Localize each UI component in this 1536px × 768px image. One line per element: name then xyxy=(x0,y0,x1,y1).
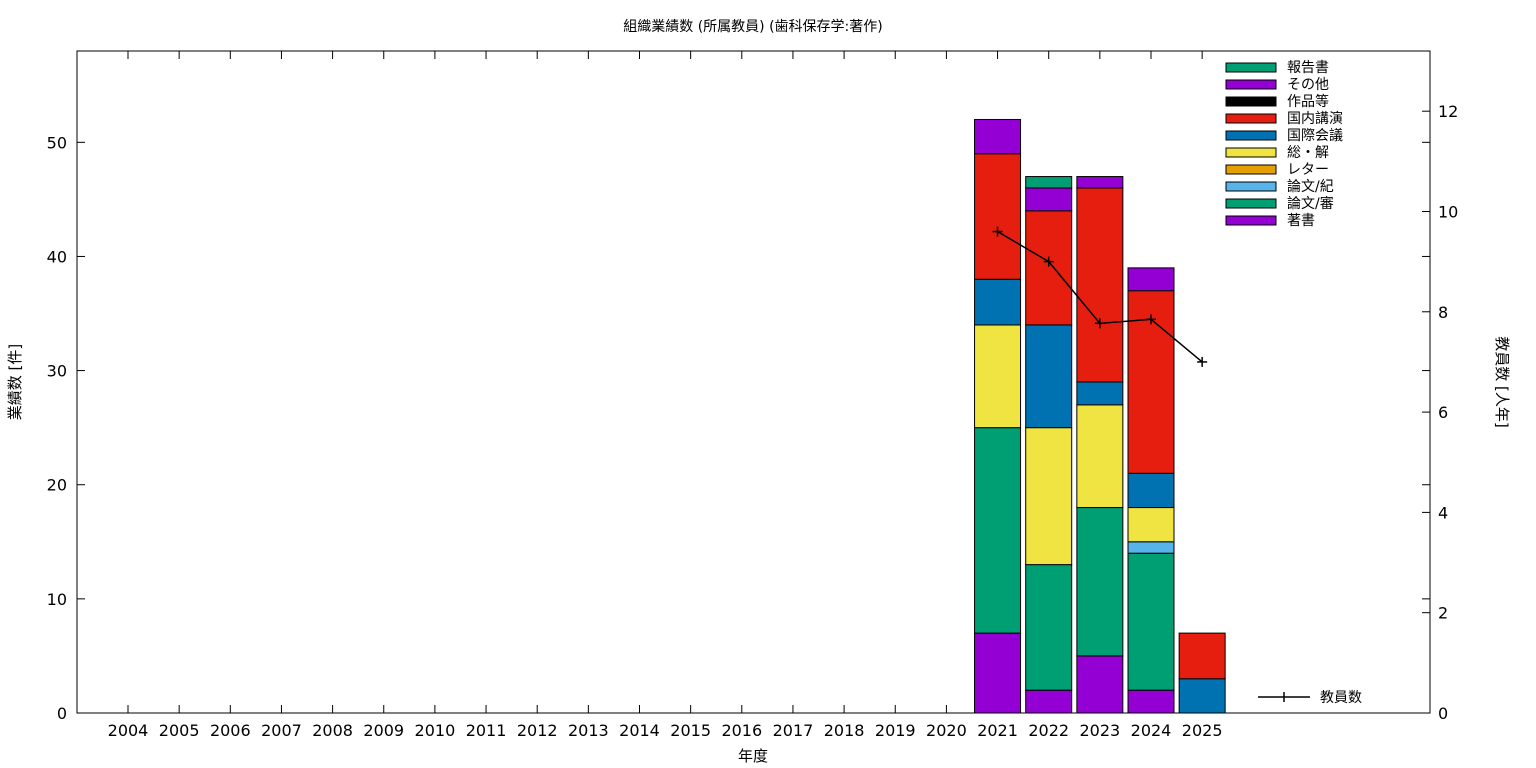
bar-segment xyxy=(1127,552,1175,691)
legend-swatch xyxy=(1225,164,1277,175)
bar-segment xyxy=(1025,176,1073,189)
legend-label: 国際会議 xyxy=(1287,127,1343,144)
y-tick-label: 50 xyxy=(47,133,67,152)
bar-segment xyxy=(1076,381,1124,406)
x-tick-label: 2009 xyxy=(363,721,404,740)
plot-frame xyxy=(76,50,1431,714)
x-tick-label: 2004 xyxy=(108,721,149,740)
bar-segment xyxy=(1076,507,1124,657)
x-tick-label: 2007 xyxy=(261,721,302,740)
chart-title: 組織業績数 (所属教員) (歯科保存学:著作) xyxy=(623,19,882,35)
y2-tick-label: 2 xyxy=(1438,604,1448,623)
x-tick-label: 2010 xyxy=(415,721,456,740)
x-tick-label: 2012 xyxy=(517,721,558,740)
legend-label: 著書 xyxy=(1287,213,1315,229)
bars xyxy=(974,118,1226,714)
y-tick-label: 0 xyxy=(57,704,67,723)
x-tick-label: 2015 xyxy=(670,721,711,740)
bar-segment xyxy=(1127,541,1175,554)
bar-segment xyxy=(1178,632,1226,680)
x-tick-label: 2019 xyxy=(875,721,916,740)
bar-segment xyxy=(1127,472,1175,509)
bar-segment xyxy=(974,324,1022,429)
x-tick-label: 2021 xyxy=(977,721,1018,740)
legend-swatch xyxy=(1225,215,1277,226)
y-tick-label: 40 xyxy=(47,247,67,266)
x-tick-label: 2025 xyxy=(1182,721,1223,740)
bar-segment xyxy=(1025,324,1073,429)
faculty-point xyxy=(1197,356,1208,367)
legend-line-label: 教員数 xyxy=(1320,690,1362,706)
faculty-point xyxy=(1043,256,1054,267)
bar-segment xyxy=(974,278,1022,326)
legend-swatch xyxy=(1225,130,1277,141)
legend-label: 作品等 xyxy=(1287,93,1329,110)
legend-label: 論文/紀 xyxy=(1287,179,1334,195)
legend-label: レター xyxy=(1287,162,1329,178)
legend-swatch xyxy=(1225,181,1277,192)
bar-segment xyxy=(974,118,1022,155)
bar-segment xyxy=(1076,187,1124,383)
legend-swatch xyxy=(1225,62,1277,73)
x-tick-label: 2023 xyxy=(1079,721,1120,740)
x-axis-label: 年度 xyxy=(738,747,768,765)
bar-segment xyxy=(1076,404,1124,509)
legend-label: その他 xyxy=(1287,77,1329,93)
bar-segment xyxy=(1025,210,1073,326)
y-tick-label: 20 xyxy=(47,476,67,495)
legend-label: 報告書 xyxy=(1287,60,1329,76)
y2-axis-label: 教員数 [人年] xyxy=(1493,336,1511,427)
bar-segment xyxy=(1076,655,1124,714)
y2-tick-label: 8 xyxy=(1438,303,1448,322)
legend-swatch xyxy=(1225,198,1277,209)
bar-segment xyxy=(1025,427,1073,566)
bar-segment xyxy=(1178,678,1226,714)
legend-swatch xyxy=(1225,79,1277,90)
bar-segment xyxy=(1025,564,1073,691)
bar-segment xyxy=(974,153,1022,280)
bar-segment xyxy=(1025,689,1073,714)
axes xyxy=(76,50,1431,714)
legend-swatch xyxy=(1225,113,1277,124)
y2-tick-label: 0 xyxy=(1438,704,1448,723)
faculty-line xyxy=(992,226,1208,367)
x-tick-label: 2008 xyxy=(312,721,353,740)
x-tick-label: 2005 xyxy=(159,721,200,740)
y-tick-label: 30 xyxy=(47,362,67,381)
legend-swatch xyxy=(1225,96,1277,107)
y2-tick-label: 12 xyxy=(1438,102,1458,121)
bar-segment xyxy=(1127,507,1175,543)
faculty-point xyxy=(992,226,1003,237)
y2-tick-label: 10 xyxy=(1438,202,1458,221)
legend-swatch xyxy=(1225,147,1277,158)
y-axis-label: 業績数 [件] xyxy=(6,344,24,420)
x-tick-label: 2006 xyxy=(210,721,251,740)
x-tick-label: 2024 xyxy=(1131,721,1172,740)
bar-segment xyxy=(1127,267,1175,292)
x-tick-label: 2013 xyxy=(568,721,609,740)
legend-label: 総・解 xyxy=(1287,145,1329,161)
faculty-point xyxy=(1094,318,1105,329)
bar-segment xyxy=(1076,176,1124,189)
x-tick-label: 2014 xyxy=(619,721,660,740)
tick-labels: 0 10 20 30 40 50 0 2 4 6 8 10 12 2004 2005 2006 2007 2008… xyxy=(47,102,1459,740)
y-tick-label: 10 xyxy=(47,590,67,609)
bar-segment xyxy=(1025,187,1073,212)
bar-segment xyxy=(974,427,1022,634)
x-tick-label: 2016 xyxy=(721,721,762,740)
legend-label: 論文/審 xyxy=(1287,196,1334,212)
faculty-point xyxy=(1146,314,1156,325)
x-tick-label: 2011 xyxy=(466,721,507,740)
x-tick-label: 2020 xyxy=(926,721,967,740)
y2-tick-label: 4 xyxy=(1438,503,1448,522)
legend-label: 国内講演 xyxy=(1287,111,1343,127)
x-tick-label: 2017 xyxy=(773,721,814,740)
y2-tick-label: 6 xyxy=(1438,403,1448,422)
x-tick-label: 2018 xyxy=(824,721,865,740)
x-tick-label: 2022 xyxy=(1028,721,1069,740)
bar-segment xyxy=(1127,689,1175,714)
bar-segment xyxy=(974,632,1022,714)
